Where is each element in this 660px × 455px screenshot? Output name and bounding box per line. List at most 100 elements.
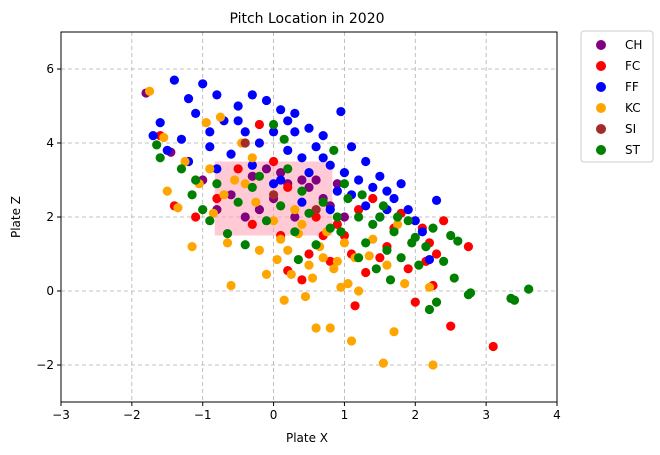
legend-label-fc: FC — [625, 59, 640, 73]
point-fc — [354, 205, 364, 215]
point-ff — [410, 216, 420, 226]
point-kc — [251, 197, 261, 207]
point-fc — [247, 219, 257, 229]
point-ff — [311, 142, 321, 152]
point-kc — [424, 282, 435, 292]
point-st — [247, 182, 257, 192]
point-st — [354, 212, 364, 222]
point-kc — [205, 164, 215, 174]
point-fc — [350, 301, 360, 311]
point-si — [240, 138, 250, 148]
point-ch — [304, 182, 314, 192]
point-st — [431, 297, 442, 307]
point-st — [339, 179, 350, 189]
point-st — [254, 171, 264, 181]
point-st — [325, 223, 335, 233]
x-tick-label: −1 — [194, 408, 212, 422]
point-ch — [339, 212, 350, 222]
point-st — [212, 179, 222, 189]
legend-marker-ch — [596, 40, 606, 50]
point-st — [414, 260, 424, 270]
legend-label-si: SI — [625, 122, 636, 136]
point-ff — [361, 201, 371, 211]
point-ff — [240, 127, 250, 137]
point-st — [155, 153, 165, 163]
point-ff — [233, 116, 243, 126]
point-ff — [155, 118, 165, 128]
point-st — [343, 193, 353, 204]
y-tick-label: 6 — [46, 62, 54, 76]
point-fc — [375, 253, 385, 263]
point-st — [261, 216, 272, 226]
point-kc — [230, 175, 240, 185]
point-si — [268, 190, 279, 200]
point-st — [318, 197, 328, 207]
point-fc — [233, 164, 243, 174]
point-kc — [382, 260, 392, 270]
point-ff — [198, 79, 208, 89]
point-ff — [354, 175, 364, 185]
point-fc — [332, 219, 342, 229]
point-fc — [488, 341, 498, 352]
point-st — [279, 134, 289, 144]
point-ff — [375, 171, 385, 181]
point-st — [375, 212, 385, 222]
point-kc — [162, 186, 172, 196]
point-ff — [361, 156, 371, 167]
point-kc — [343, 279, 353, 289]
point-ff — [431, 195, 442, 205]
point-kc — [389, 327, 399, 337]
point-fc — [446, 321, 456, 331]
point-kc — [187, 242, 197, 252]
y-tick-label: 0 — [46, 284, 54, 298]
legend-marker-st — [596, 145, 606, 155]
point-kc — [325, 323, 335, 333]
point-kc — [297, 219, 307, 229]
point-st — [465, 288, 476, 298]
point-st — [240, 240, 250, 250]
point-ff — [226, 149, 236, 159]
point-ff — [212, 90, 222, 100]
point-ff — [382, 186, 392, 196]
point-kc — [226, 280, 236, 291]
point-ff — [403, 205, 413, 215]
point-st — [191, 175, 201, 185]
point-st — [378, 201, 388, 211]
point-ff — [183, 94, 194, 104]
point-ff — [290, 108, 300, 118]
legend-marker-si — [596, 124, 606, 134]
point-fc — [212, 193, 222, 204]
point-kc — [286, 269, 296, 279]
point-st — [382, 245, 392, 255]
point-fc — [283, 182, 293, 192]
point-ff — [396, 179, 406, 189]
point-ff — [304, 168, 314, 178]
point-fc — [410, 297, 420, 307]
point-ff — [247, 90, 257, 100]
x-tick-label: 3 — [482, 408, 490, 422]
point-st — [403, 216, 413, 226]
x-tick-label: 1 — [341, 408, 349, 422]
y-tick-label: 4 — [46, 136, 54, 150]
point-ff — [339, 168, 350, 178]
point-fc — [304, 249, 314, 259]
point-fc — [439, 216, 449, 226]
point-kc — [268, 216, 279, 226]
point-st — [368, 219, 378, 229]
point-ff — [290, 127, 300, 137]
point-kc — [307, 273, 318, 283]
point-fc — [268, 156, 279, 167]
chart-title: Pitch Location in 2020 — [229, 11, 384, 27]
point-ff — [268, 127, 279, 137]
point-ff — [389, 193, 399, 204]
point-ff — [261, 95, 272, 106]
point-st — [428, 223, 438, 233]
point-st — [439, 256, 449, 266]
point-kc — [300, 291, 311, 302]
legend-label-kc: KC — [625, 101, 641, 115]
point-ch — [276, 168, 286, 178]
x-tick-label: −2 — [123, 408, 141, 422]
point-ff — [276, 105, 286, 115]
point-fc — [361, 267, 371, 278]
